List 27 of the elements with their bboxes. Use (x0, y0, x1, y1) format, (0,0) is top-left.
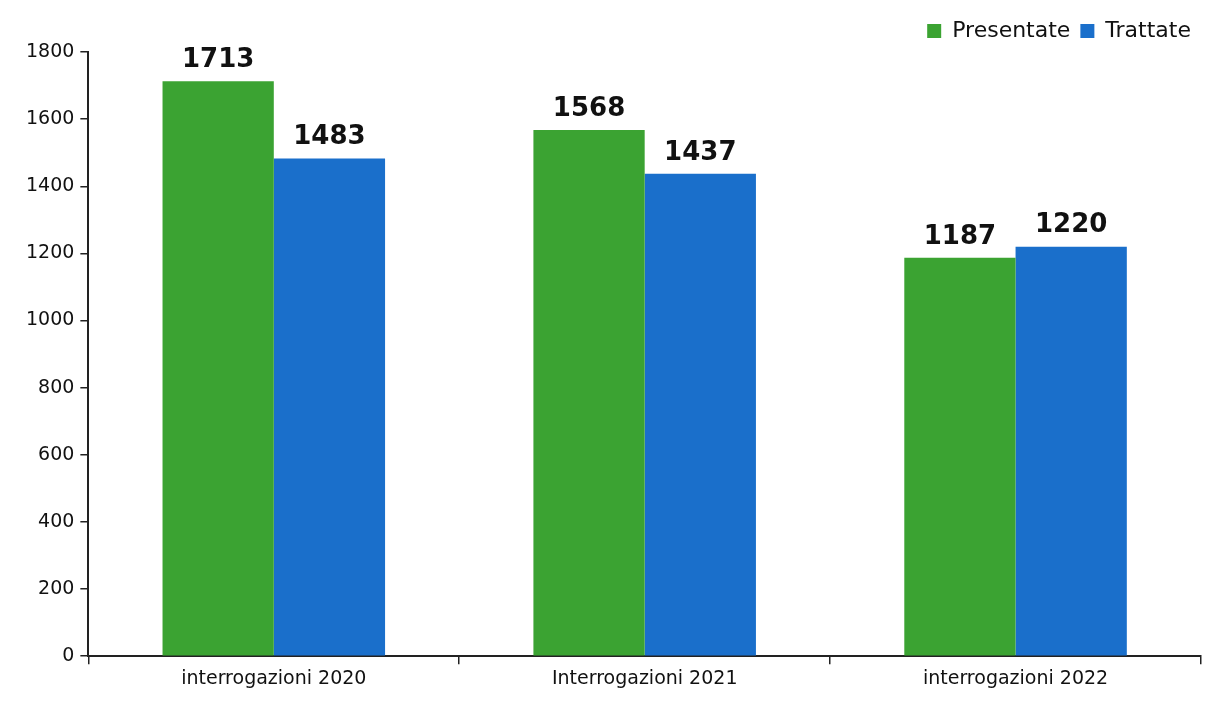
y-tick-label: 400 (38, 508, 75, 531)
data-label: 1437 (664, 135, 737, 166)
y-tick-label: 1400 (25, 173, 75, 196)
bar (273, 158, 386, 656)
legend-label: Trattate (1104, 16, 1192, 42)
x-tick-label: Interrogazioni 2021 (551, 665, 738, 688)
data-label: 1220 (1035, 208, 1108, 239)
y-tick-label: 1000 (25, 307, 75, 330)
y-tick-label: 600 (38, 441, 75, 464)
x-tick-label: interrogazioni 2020 (181, 665, 367, 688)
y-tick-label: 1600 (25, 106, 75, 129)
y-tick-label: 800 (38, 374, 75, 397)
x-tick-label: interrogazioni 2022 (922, 665, 1109, 688)
bar (1015, 246, 1127, 656)
y-tick-label: 1200 (25, 240, 75, 263)
data-label: 1187 (923, 219, 997, 250)
bar (533, 129, 645, 656)
bar (904, 257, 1016, 656)
data-label: 1568 (552, 91, 626, 122)
legend-label: Presentate (952, 16, 1071, 42)
data-label: 1713 (181, 42, 255, 73)
y-tick-label: 0 (62, 643, 75, 666)
y-tick-label: 1800 (25, 38, 75, 61)
y-tick-label: 200 (38, 576, 75, 598)
data-label: 1483 (293, 120, 366, 151)
bar (162, 81, 274, 656)
bar (644, 173, 756, 656)
